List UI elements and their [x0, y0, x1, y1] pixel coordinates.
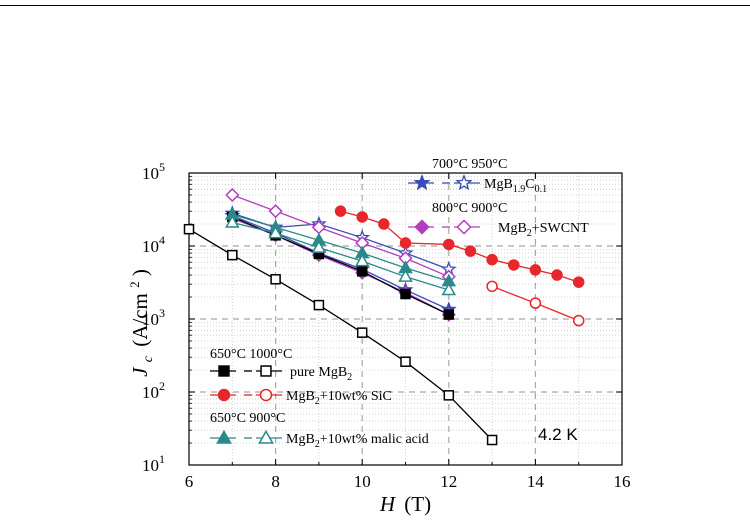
data-point — [508, 259, 520, 271]
legend-marker-filled — [413, 174, 431, 191]
x-tick-label: 12 — [440, 472, 457, 491]
data-point — [551, 269, 563, 281]
series-line — [232, 215, 450, 311]
data-point — [529, 297, 542, 309]
data-point — [443, 309, 455, 320]
data-point — [313, 299, 325, 311]
legend-label: MgB2+SWCNT — [498, 221, 589, 239]
y-axis-unit-sup: 2 — [127, 281, 142, 288]
data-point — [400, 288, 411, 300]
data-point — [486, 253, 498, 266]
legend-marker-filled — [414, 219, 430, 235]
legend-item-swcnt: 800°C 900°C MgB2+SWCNT — [408, 201, 589, 239]
x-tick-label: 16 — [614, 472, 631, 491]
data-point — [443, 390, 455, 401]
y-axis-symbol: J — [128, 366, 152, 377]
data-point — [572, 276, 585, 288]
y-tick-label: 101 — [142, 452, 165, 475]
legend-marker-filled — [216, 429, 232, 444]
temperature-annotation: 4.2 K — [538, 425, 578, 444]
data-point — [486, 434, 498, 446]
data-point — [225, 187, 240, 203]
data-point — [486, 280, 498, 293]
y-axis-unit-close: ) — [128, 269, 152, 276]
series-line — [232, 194, 450, 278]
data-point — [268, 204, 283, 219]
legend-marker-open — [258, 429, 274, 444]
legend-temps: 650°C 1000°C — [210, 347, 292, 362]
legend-temps: 800°C 900°C — [432, 201, 507, 216]
svg-text:H (T): H (T) — [379, 492, 431, 516]
legend-label: MgB2+10wt% SiC — [286, 389, 392, 407]
data-point — [356, 266, 368, 277]
data-point — [529, 264, 542, 276]
data-point — [399, 237, 412, 249]
x-tick-label: 6 — [185, 472, 194, 491]
axis-ticks: 6 8 10 12 14 16 101 102 103 104 105 — [142, 160, 631, 491]
data-point — [464, 245, 477, 257]
x-axis-symbol: H — [379, 492, 397, 516]
y-axis-subscript: c — [141, 355, 156, 362]
data-point — [227, 249, 238, 261]
y-tick-label: 102 — [142, 379, 165, 402]
data-point — [378, 218, 390, 230]
data-point — [400, 356, 411, 367]
legend-item-bottom-1: 650°C 1000°C pure MgB2 — [210, 347, 352, 383]
legend-marker-open — [456, 219, 472, 235]
legend-marker-open — [455, 174, 473, 191]
series-8 — [486, 280, 585, 327]
data-point — [311, 240, 327, 253]
x-tick-label: 14 — [527, 472, 545, 491]
data-point — [270, 274, 281, 285]
series-6 — [183, 223, 498, 446]
data-point — [398, 269, 413, 282]
svg-text:J c (A/cm 2: J c (A/cm 2 ) — [120, 269, 157, 377]
series-9 — [225, 206, 457, 287]
series-layer — [183, 187, 585, 446]
data-point — [183, 223, 195, 235]
data-point — [354, 253, 370, 267]
series-line — [232, 217, 450, 316]
series-line — [232, 221, 449, 291]
x-axis-label: H (T) — [379, 492, 431, 516]
legend-marker-open — [259, 388, 273, 402]
legend-label: MgB1.9C0.1 — [484, 177, 547, 195]
y-tick-label: 105 — [142, 160, 165, 183]
legend-marker-filled — [218, 365, 230, 377]
y-tick-label: 104 — [142, 233, 165, 256]
x-tick-label: 8 — [271, 472, 280, 491]
legend-marker-open — [260, 365, 272, 377]
legend-marker-filled — [217, 388, 231, 402]
series-10 — [225, 214, 457, 296]
series-4 — [225, 187, 456, 284]
legend-temps: 700°C 950°C — [432, 157, 507, 172]
data-point — [356, 327, 368, 338]
top-rule — [0, 5, 750, 6]
y-axis-label: J c (A/cm 2 ) — [120, 269, 157, 377]
data-point — [572, 314, 585, 327]
series-line — [232, 213, 449, 282]
data-point — [441, 282, 457, 296]
x-tick-label: 10 — [354, 472, 371, 491]
legend-label: pure MgB2 — [290, 365, 352, 383]
legend-temps: 650°C 900°C — [210, 411, 285, 426]
series-7 — [334, 205, 585, 288]
x-axis-unit: (T) — [404, 492, 431, 516]
series-line — [188, 228, 493, 441]
legend-item-bottom-2: MgB2+10wt% SiC — [210, 388, 392, 407]
data-point — [443, 238, 455, 251]
data-point — [268, 225, 283, 239]
series-line — [232, 216, 450, 316]
legend-label: MgB2+10wt% malic acid — [286, 432, 429, 450]
data-point — [225, 214, 240, 228]
data-point — [356, 211, 368, 223]
data-point — [334, 205, 347, 217]
y-tick-label: 103 — [142, 306, 165, 329]
y-axis-unit: (A/cm — [128, 293, 152, 347]
legend: 700°C 950°C MgB1.9C0.1 800°C 900°C MgB2+SWC… — [210, 157, 589, 450]
legend-item-mgb-c: 700°C 950°C MgB1.9C0.1 — [408, 157, 547, 195]
